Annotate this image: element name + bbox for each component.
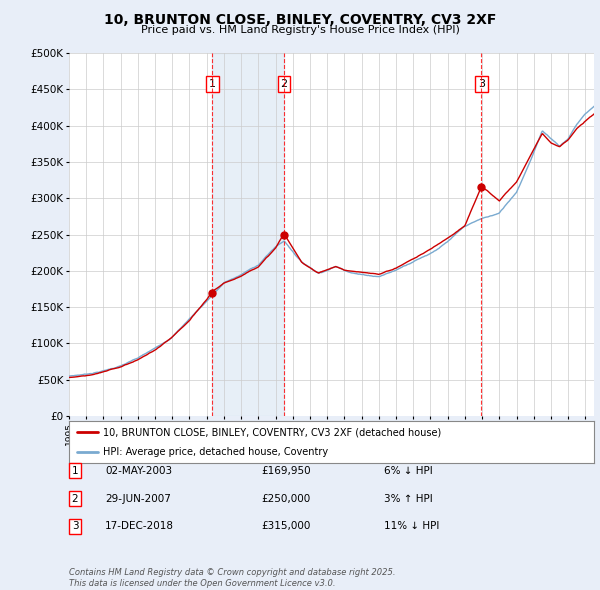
Text: 6% ↓ HPI: 6% ↓ HPI: [384, 466, 433, 476]
Text: 3: 3: [71, 522, 79, 531]
Text: 1: 1: [209, 79, 216, 89]
Text: 10, BRUNTON CLOSE, BINLEY, COVENTRY, CV3 2XF (detached house): 10, BRUNTON CLOSE, BINLEY, COVENTRY, CV3…: [103, 427, 442, 437]
Text: 11% ↓ HPI: 11% ↓ HPI: [384, 522, 439, 531]
Text: 02-MAY-2003: 02-MAY-2003: [105, 466, 172, 476]
Text: HPI: Average price, detached house, Coventry: HPI: Average price, detached house, Cove…: [103, 447, 328, 457]
Bar: [212, 53, 284, 416]
Text: 10, BRUNTON CLOSE, BINLEY, COVENTRY, CV3 2XF: 10, BRUNTON CLOSE, BINLEY, COVENTRY, CV3…: [104, 13, 496, 27]
Text: £169,950: £169,950: [261, 466, 311, 476]
Text: 2: 2: [71, 494, 79, 503]
Text: 17-DEC-2018: 17-DEC-2018: [105, 522, 174, 531]
Text: 3: 3: [478, 79, 485, 89]
Text: Price paid vs. HM Land Registry's House Price Index (HPI): Price paid vs. HM Land Registry's House …: [140, 25, 460, 35]
Text: £315,000: £315,000: [261, 522, 310, 531]
Text: 2: 2: [280, 79, 287, 89]
Text: £250,000: £250,000: [261, 494, 310, 503]
Text: 29-JUN-2007: 29-JUN-2007: [105, 494, 171, 503]
Text: 3% ↑ HPI: 3% ↑ HPI: [384, 494, 433, 503]
Text: 1: 1: [71, 466, 79, 476]
Text: Contains HM Land Registry data © Crown copyright and database right 2025.
This d: Contains HM Land Registry data © Crown c…: [69, 568, 395, 588]
